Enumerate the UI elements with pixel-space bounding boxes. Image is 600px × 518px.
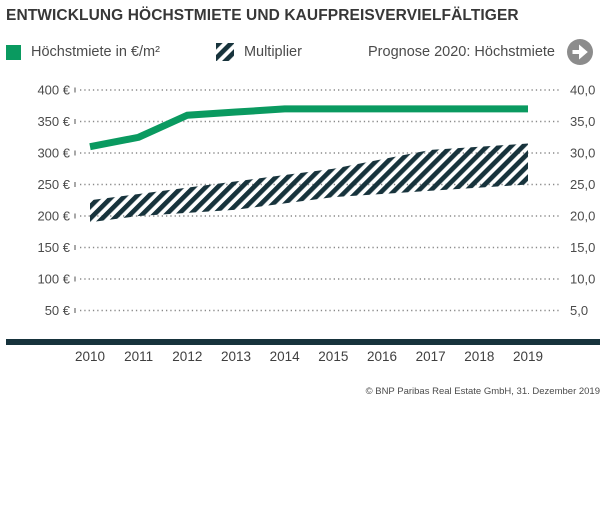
right-axis-tick-label: 30,0 xyxy=(570,146,595,161)
chart-card: ENTWICKLUNG HÖCHSTMIETE UND KAUFPREISVER… xyxy=(4,7,600,397)
chart-svg: 400 € 40,0 350 € 35,0 300 € 30,0 250 € 25,0 200 … xyxy=(6,83,600,364)
left-axis-tick-label: 250 € xyxy=(37,177,70,192)
right-axis-tick-label: 20,0 xyxy=(570,209,595,224)
right-axis-tick-label: 40,0 xyxy=(570,83,595,98)
hoechstmiete-line xyxy=(89,105,528,151)
forecast-label: Prognose 2020: Höchstmiete xyxy=(368,44,555,60)
left-axis-tick-label: 50 € xyxy=(45,303,71,318)
forecast-annotation: Prognose 2020: Höchstmiete xyxy=(368,38,594,66)
legend-hoechstmiete-label: Höchstmiete in €/m² xyxy=(31,44,160,60)
x-axis-year-label: 2018 xyxy=(464,349,494,364)
x-axis-year-label: 2016 xyxy=(367,349,397,364)
legend-item-multiplier: Multiplier xyxy=(215,43,302,61)
left-axis-tick-label: 100 € xyxy=(37,272,70,287)
right-axis-tick-label: 5,0 xyxy=(570,303,588,318)
legend-multiplier-label: Multiplier xyxy=(243,44,302,60)
x-axis-year-label: 2010 xyxy=(75,349,105,364)
left-axis-tick-label: 400 € xyxy=(37,83,70,98)
right-axis-tick-label: 25,0 xyxy=(570,177,595,192)
arrow-right-circle-icon xyxy=(567,39,593,65)
legend-item-hoechstmiete: Höchstmiete in €/m² xyxy=(6,44,160,60)
hoechstmiete-swatch-icon xyxy=(6,44,21,60)
x-axis-year-label: 2012 xyxy=(172,349,202,364)
left-axis-tick-label: 200 € xyxy=(37,209,70,224)
left-axis-tick-label: 350 € xyxy=(37,114,70,129)
copyright: © BNP Paribas Real Estate GmbH, 31. Deze… xyxy=(365,386,600,397)
right-axis-tick-label: 35,0 xyxy=(570,114,595,129)
left-axis-tick-label: 300 € xyxy=(37,146,70,161)
x-axis-year-label: 2014 xyxy=(270,349,301,364)
chart-title: ENTWICKLUNG HÖCHSTMIETE UND KAUFPREISVER… xyxy=(6,7,519,24)
x-axis-year-label: 2015 xyxy=(318,349,348,364)
x-axis-year-label: 2011 xyxy=(124,349,153,364)
left-axis-tick-label: 150 € xyxy=(37,240,70,255)
legend: Höchstmiete in €/m² Multiplier Prognose … xyxy=(6,38,594,66)
right-axis-tick-label: 10,0 xyxy=(570,272,595,287)
x-axis-year-label: 2013 xyxy=(221,349,251,364)
x-axis-year-label: 2017 xyxy=(416,349,446,364)
x-axis-year-label: 2019 xyxy=(513,349,543,364)
x-axis-baseline xyxy=(6,339,600,345)
multiplier-hatch-swatch-icon xyxy=(215,43,234,61)
multiplier-band xyxy=(90,143,528,223)
chart-area: 400 € 40,0 350 € 35,0 300 € 30,0 250 € 25,0 200 … xyxy=(4,73,600,373)
right-axis-tick-label: 15,0 xyxy=(570,240,595,255)
